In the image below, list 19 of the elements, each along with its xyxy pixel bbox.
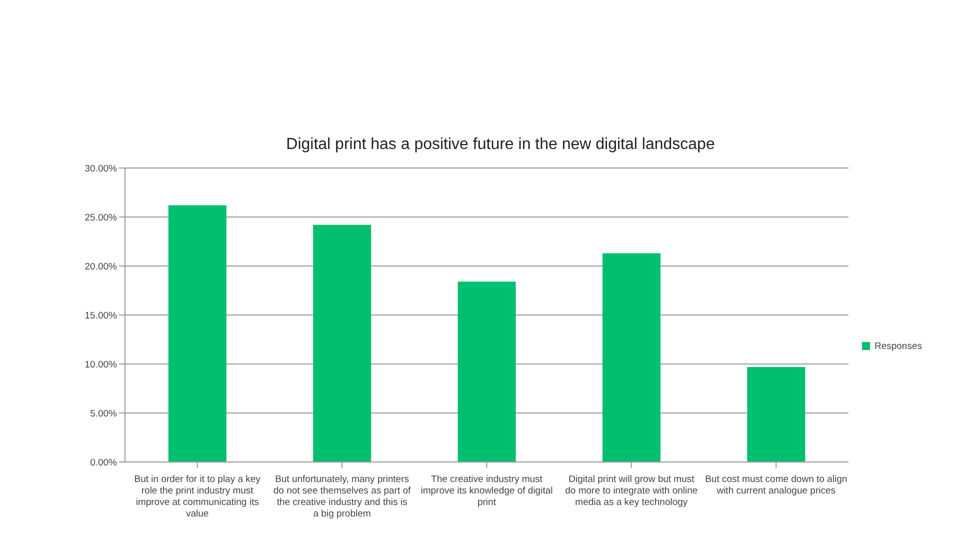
y-tick-label: 25.00% [84,212,118,224]
x-tick-label: The creative industry must improve its knowledge of digital print [420,474,553,508]
x-tick-label: But unfortunately, many printers do not see themselves as part of the creative industry and this is a big problem [273,474,412,520]
bar [458,282,516,462]
y-tick-label: 0.00% [90,457,118,468]
y-tick-label: 5.00% [90,408,118,420]
y-tick-label: 20.00% [84,261,118,272]
bar [747,366,806,462]
chart-title: Digital print has a positive future in the new digital landscape [285,136,716,154]
legend-label: Responses [874,340,922,352]
bar [602,253,660,462]
x-tick-label: But in order for it to play a key role the print industry must improve at communicating its value [134,474,261,520]
y-tick-label: 10.00% [84,359,118,370]
bar [313,224,372,462]
bar [168,205,226,462]
y-tick-label: 15.00% [84,310,118,322]
x-tick-label: But cost must come down to align with current analogue prices [705,474,848,496]
y-tick-label: 30.00% [84,163,118,174]
x-tick-label: Digital print will grow but must do more to integrate with online media as a key technology [565,474,698,508]
